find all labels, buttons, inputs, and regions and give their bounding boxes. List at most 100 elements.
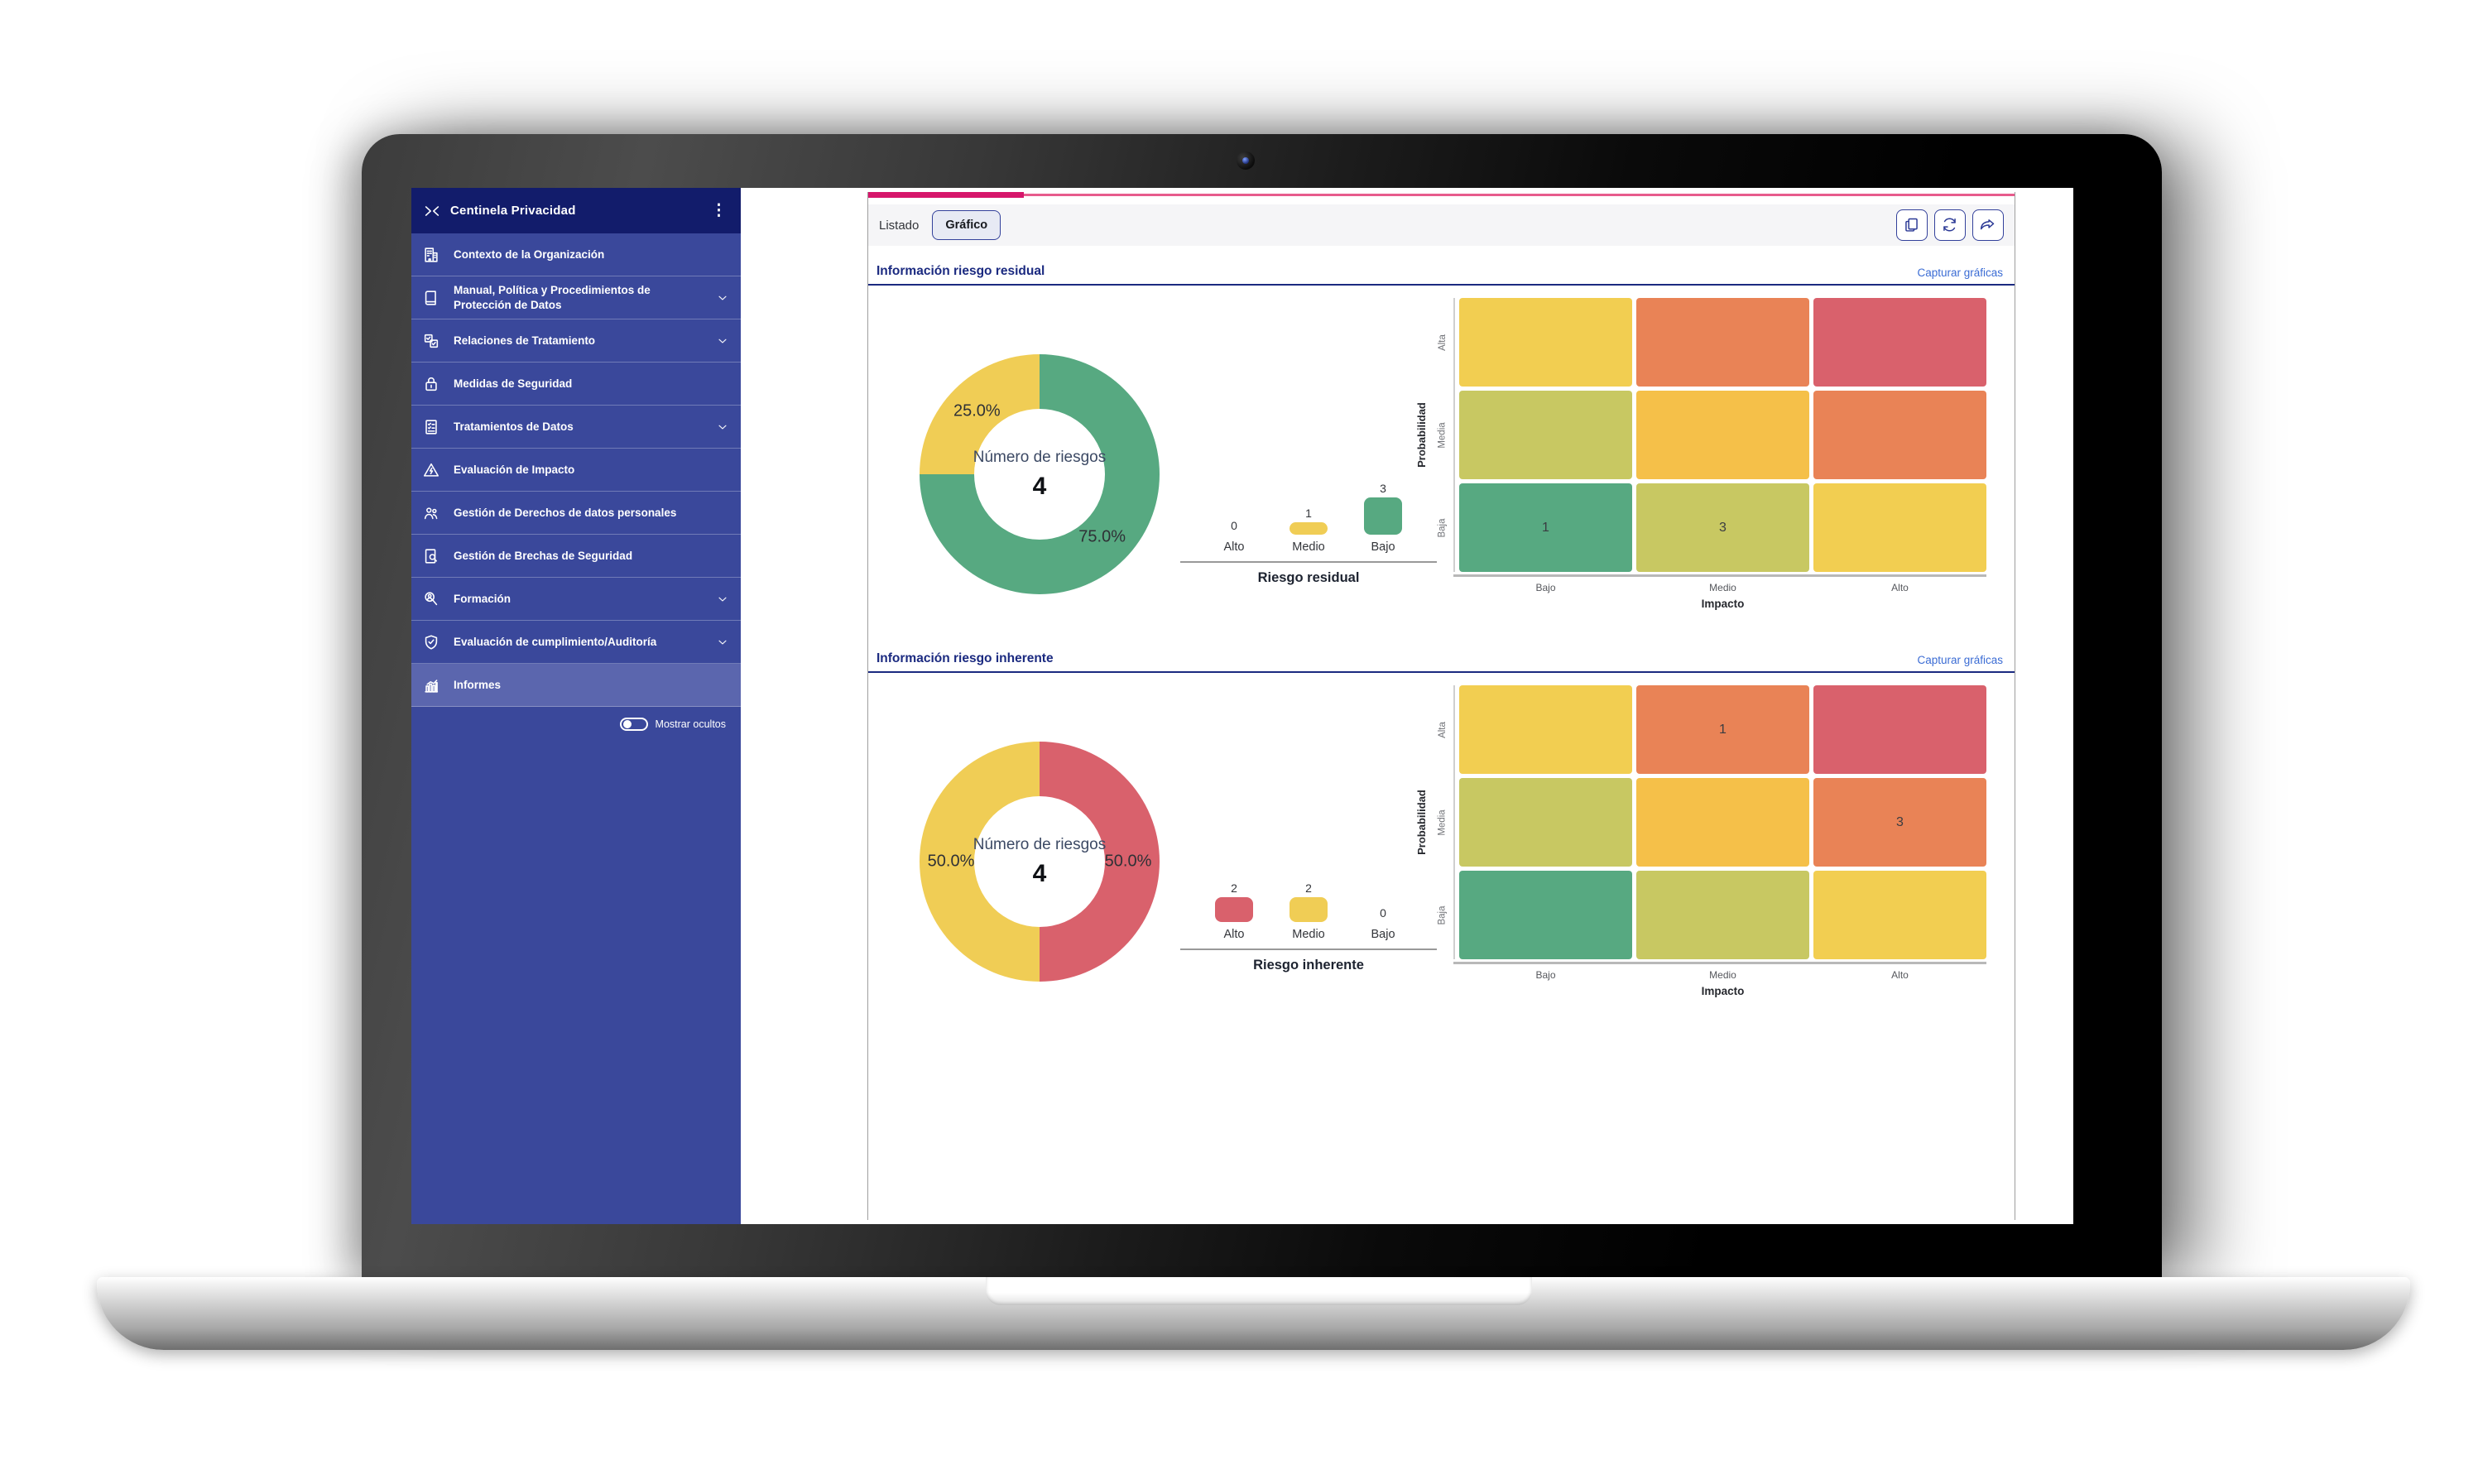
section-title: Información riesgo inherente bbox=[876, 651, 1054, 665]
share-button[interactable] bbox=[1972, 209, 2004, 241]
heatmap-ytick-label: Alta bbox=[1437, 334, 1448, 351]
laptop-lid: Centinela Privacidad ⋮ Contexto de la Or… bbox=[362, 134, 2162, 1277]
refresh-button[interactable] bbox=[1934, 209, 1966, 241]
donut-slice-label: 50.0% bbox=[1104, 852, 1152, 871]
content-card: Listado Gráfico Información riesgo resid… bbox=[867, 192, 2015, 1220]
app-title: Centinela Privacidad bbox=[450, 204, 576, 218]
collapse-sidebar-icon[interactable] bbox=[423, 202, 441, 220]
sidebar-item-label: Informes bbox=[454, 678, 502, 691]
show-hidden-toggle[interactable] bbox=[619, 718, 648, 732]
sidebar-item-medidas-de-seguridad[interactable]: Medidas de Seguridad bbox=[411, 363, 741, 406]
heatmap-xlabel: Impacto bbox=[1701, 985, 1745, 997]
sidebar-item-label: Gestión de Brechas de Seguridad bbox=[454, 549, 633, 562]
heatmap-ytick: Media bbox=[1432, 778, 1453, 867]
tab-listado[interactable]: Listado bbox=[879, 218, 920, 233]
sidebar-item-label: Gestión de Derechos de datos personales bbox=[454, 506, 677, 519]
heatmap-cell-baja-medio bbox=[1636, 871, 1809, 959]
bar bbox=[1290, 522, 1328, 535]
inherente-bars-chart: 2 2 0 Alto Medio Bajo Riesgo inherente bbox=[1180, 864, 1437, 973]
heatmap-cell-baja-alto bbox=[1813, 483, 1986, 572]
heatmap-ytick-label: Alta bbox=[1437, 721, 1448, 738]
chevron-down-icon bbox=[716, 420, 729, 434]
donut-center: Número de riesgos 4 bbox=[920, 742, 1160, 982]
residual-bars-chart: 0 1 3 Alto Medio Bajo Riesgo residual bbox=[1180, 477, 1437, 586]
sidebar-item-gestion-de-derechos[interactable]: Gestión de Derechos de datos personales bbox=[411, 492, 741, 535]
sidebar-item-informes[interactable]: Informes bbox=[411, 664, 741, 708]
donut-center-label: Número de riesgos bbox=[973, 448, 1107, 466]
heatmap-plot: 1 3 Bajo Medio Alto Impacto bbox=[1453, 685, 1986, 997]
capture-charts-link[interactable]: Capturar gráficas bbox=[1917, 654, 2003, 666]
tab-grafico[interactable]: Gráfico bbox=[932, 210, 1001, 240]
copy-icon bbox=[1903, 216, 1921, 234]
laptop-base bbox=[97, 1277, 2410, 1350]
donut-slice-label: 25.0% bbox=[953, 401, 1001, 420]
bar-tick-label: Medio bbox=[1292, 928, 1325, 941]
show-hidden-label: Mostrar ocultos bbox=[655, 718, 726, 731]
donut-slice-label: 75.0% bbox=[1078, 527, 1126, 546]
heatmap-ytick: Media bbox=[1432, 391, 1453, 479]
bar-group-alto: 0 bbox=[1215, 477, 1253, 535]
building-icon bbox=[422, 246, 440, 264]
donut-hole bbox=[974, 409, 1105, 540]
heatmap-ytick-label: Baja bbox=[1438, 517, 1448, 538]
charts-area-residual: 75.0% 25.0% Número de riesgos 4 0 1 3 Alto Medio… bbox=[868, 286, 2015, 633]
sidebar-item-relaciones-de-tratamiento[interactable]: Relaciones de Tratamiento bbox=[411, 319, 741, 363]
book-icon bbox=[422, 289, 440, 307]
toggle-knob bbox=[622, 720, 632, 729]
heatmap-xticks: Bajo Medio Alto bbox=[1459, 582, 1986, 593]
bar-chart-title: Riesgo inherente bbox=[1253, 958, 1364, 973]
residual-donut-chart: 75.0% 25.0% Número de riesgos 4 bbox=[920, 354, 1160, 594]
residual-heatmap-chart: Probabilidad Alta Media Baja 1 3 Bajo Medio Alto… bbox=[1410, 298, 1986, 610]
bar bbox=[1215, 897, 1253, 922]
copy-button[interactable] bbox=[1896, 209, 1928, 241]
warning-icon bbox=[422, 461, 440, 479]
heatmap-cell-media-bajo bbox=[1459, 391, 1632, 479]
heatmap-cell-value: 1 bbox=[1719, 722, 1727, 737]
share-icon bbox=[1979, 216, 1997, 234]
heatmap-ytick-label: Baja bbox=[1438, 905, 1448, 925]
bar-plot: 2 2 0 bbox=[1180, 864, 1437, 922]
refresh-icon bbox=[1941, 216, 1959, 234]
heatmap-ytick: Alta bbox=[1432, 685, 1453, 774]
heatmap-xtick-label: Bajo bbox=[1535, 969, 1556, 981]
heatmap-yaxis-line bbox=[1453, 298, 1455, 572]
chevron-down-icon bbox=[716, 593, 729, 606]
sidebar-item-label: Evaluación de cumplimiento/Auditoría bbox=[454, 635, 657, 648]
sidebar-item-label: Relaciones de Tratamiento bbox=[454, 334, 596, 347]
bar bbox=[1364, 497, 1402, 535]
main-area: Listado Gráfico Información riesgo resid… bbox=[741, 188, 2073, 1224]
donut-slice-label: 50.0% bbox=[927, 852, 975, 871]
bar-tick-label: Alto bbox=[1223, 540, 1245, 554]
view-toolbar: Listado Gráfico bbox=[868, 204, 2015, 246]
chevron-down-icon bbox=[716, 291, 729, 305]
sidebar-item-formacion[interactable]: Formación bbox=[411, 578, 741, 622]
bar-group-bajo: 0 bbox=[1364, 864, 1402, 922]
bar-ticks: Alto Medio Bajo bbox=[1180, 540, 1437, 554]
active-tab-ink bbox=[868, 192, 1024, 198]
heatmap-cell-media-alto bbox=[1813, 391, 1986, 479]
heatmap-cell-alta-bajo bbox=[1459, 685, 1632, 774]
capture-charts-link[interactable]: Capturar gráficas bbox=[1917, 267, 2003, 279]
sidebar-item-evaluacion-de-cumplimiento[interactable]: Evaluación de cumplimiento/Auditoría bbox=[411, 621, 741, 665]
heatmap-xtick-label: Medio bbox=[1709, 582, 1736, 593]
donut-center-value: 4 bbox=[1032, 859, 1047, 887]
sidebar-item-contexto-de-la[interactable]: Contexto de la Organización bbox=[411, 233, 741, 276]
sidebar-item-tratamientos-de-datos[interactable]: Tratamientos de Datos bbox=[411, 406, 741, 449]
sidebar-item-manual-politica-y[interactable]: Manual, Política y Procedimientos de Pro… bbox=[411, 276, 741, 320]
doc-list-icon bbox=[422, 418, 440, 436]
heatmap-yticks: Alta Media Baja bbox=[1432, 298, 1453, 610]
app-window: Centinela Privacidad ⋮ Contexto de la Or… bbox=[411, 188, 2073, 1224]
bar-value-label: 2 bbox=[1231, 881, 1237, 895]
kebab-menu-icon[interactable]: ⋮ bbox=[711, 202, 727, 219]
bar-axis-line bbox=[1180, 561, 1437, 563]
sidebar-item-evaluacion-de-impacto[interactable]: Evaluación de Impacto bbox=[411, 449, 741, 492]
bar-value-label: 0 bbox=[1380, 906, 1386, 920]
sidebar-item-gestion-de-brechas[interactable]: Gestión de Brechas de Seguridad bbox=[411, 535, 741, 579]
sidebar-item-label: Medidas de Seguridad bbox=[454, 377, 573, 390]
bar-value-label: 3 bbox=[1380, 482, 1386, 495]
tab-underline bbox=[868, 194, 2015, 196]
heatmap-cell-value: 3 bbox=[1719, 520, 1727, 535]
